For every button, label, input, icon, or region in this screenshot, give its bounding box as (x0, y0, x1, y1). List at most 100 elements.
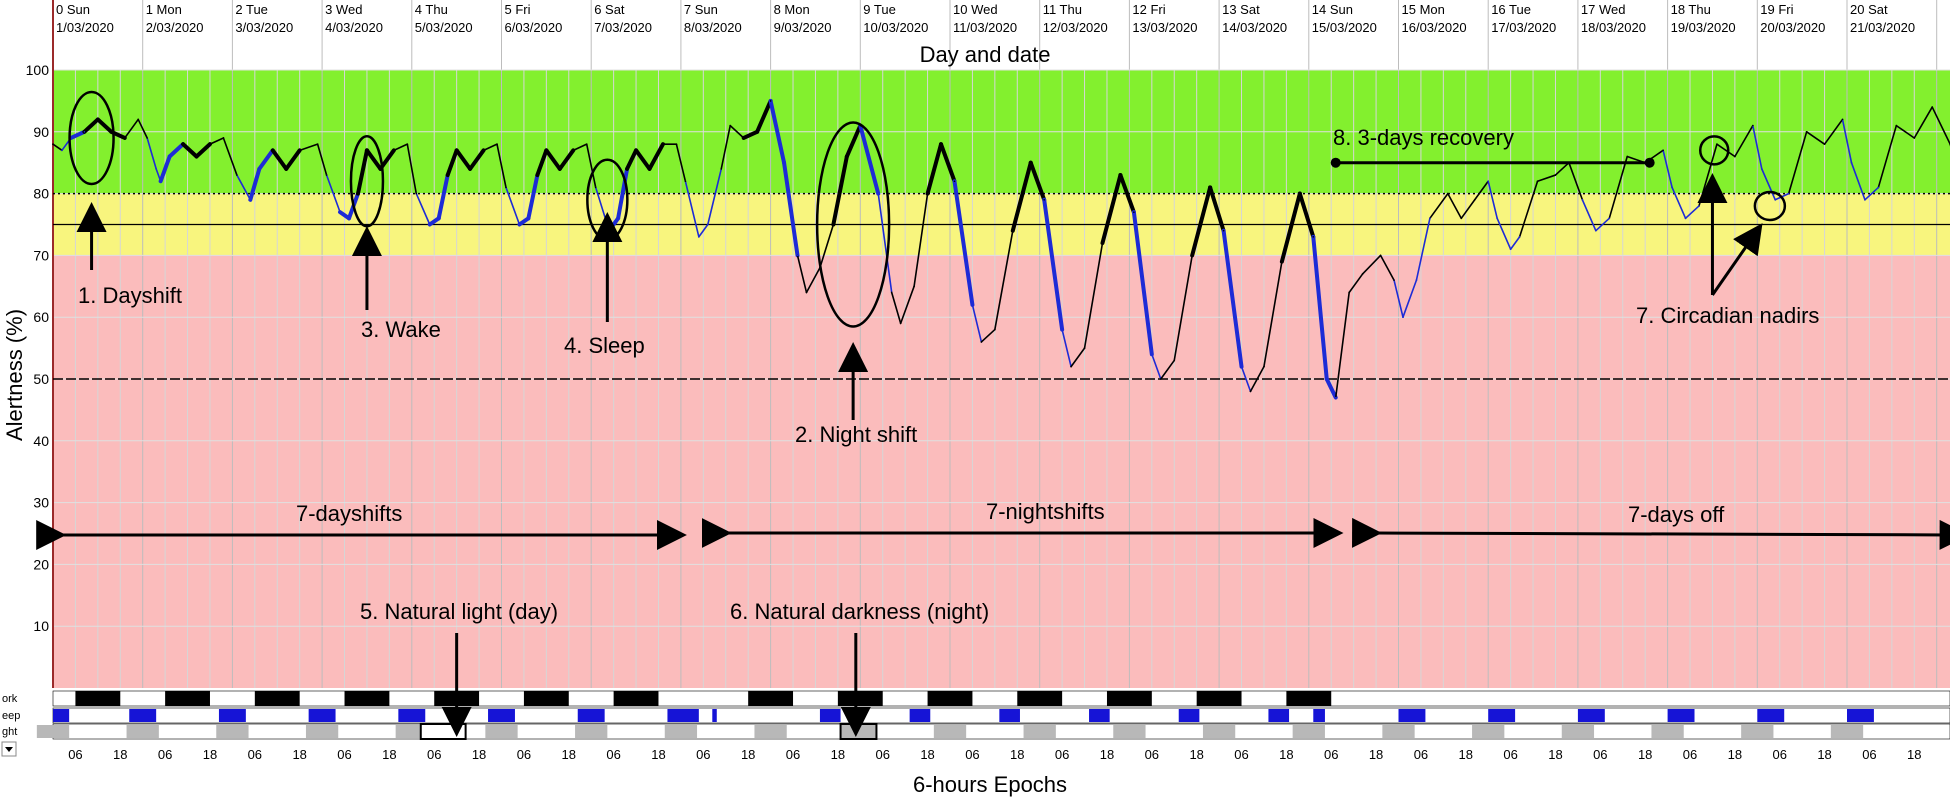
series-segment (1131, 210, 1154, 357)
series-point (1043, 198, 1045, 201)
day-label: 1 Mon (146, 2, 182, 17)
day-label: 20 Sat (1850, 2, 1888, 17)
series-segment (1877, 124, 1898, 189)
x-tick-label: 06 (1055, 747, 1069, 762)
series-point (1249, 390, 1252, 393)
date-label: 17/03/2020 (1491, 20, 1556, 35)
series-point (971, 304, 974, 306)
series-segment (1221, 228, 1244, 369)
series-point (123, 137, 126, 139)
work-block (837, 691, 883, 706)
arrow-daysoff-span (1352, 517, 1950, 550)
series-point (1787, 192, 1790, 195)
series-segment (616, 166, 630, 221)
series-point (393, 149, 395, 152)
darkness-block (1023, 725, 1056, 738)
ellipse-nadir-2 (1753, 190, 1787, 222)
series-segment (1581, 198, 1597, 232)
series-point (1509, 248, 1512, 251)
series-segment (1010, 160, 1033, 233)
series-segment (557, 148, 576, 171)
series-point (1595, 229, 1597, 232)
darkness-block (933, 725, 967, 738)
x-tick-label: 06 (875, 747, 889, 762)
sleep-block (1178, 709, 1200, 722)
series-point (1083, 347, 1086, 349)
series-point (366, 149, 368, 152)
series-segment (675, 143, 687, 183)
sleep-block (1488, 709, 1516, 722)
series-segment (298, 143, 319, 152)
series-segment (899, 285, 915, 325)
day-label: 13 Sat (1222, 2, 1260, 17)
series-segment (209, 137, 225, 145)
x-tick-label: 06 (1414, 747, 1428, 762)
series-segment (482, 143, 498, 152)
series-segment (1393, 279, 1404, 319)
series-segment (194, 142, 212, 159)
series-segment (925, 142, 944, 196)
series-point (437, 217, 440, 220)
series-segment (741, 129, 760, 140)
series-point (585, 143, 588, 145)
series-point (1011, 229, 1014, 232)
sleep-block (819, 709, 841, 722)
series-point (1671, 186, 1673, 189)
series-segment (1850, 161, 1866, 201)
series-segment (1263, 260, 1283, 368)
series-point (146, 137, 148, 139)
series-segment (831, 154, 849, 227)
series-point (1473, 198, 1476, 201)
series-segment (1684, 205, 1700, 220)
series-point (1119, 174, 1122, 176)
y-tick-label: 30 (33, 495, 49, 511)
series-point (796, 254, 799, 257)
darkness-block (1113, 725, 1146, 738)
x-tick-label: 06 (965, 747, 979, 762)
series-segment (1240, 365, 1252, 393)
x-tick-label: 06 (517, 747, 531, 762)
day-label: 14 Sun (1312, 2, 1353, 17)
work-block (344, 691, 390, 706)
series-segment (1190, 185, 1213, 258)
series-point (379, 168, 382, 170)
x-tick-label: 18 (1817, 747, 1831, 762)
darkness-block (1472, 725, 1505, 738)
series-point (1070, 365, 1072, 368)
series-point (536, 174, 539, 176)
series-point (1536, 180, 1539, 183)
series-segment (1311, 234, 1329, 381)
day-label: 8 Mon (774, 2, 810, 17)
series-point (877, 192, 880, 195)
y-tick-label: 80 (33, 186, 49, 202)
series-point (783, 161, 785, 164)
x-tick-label: 18 (562, 747, 576, 762)
series-segment (805, 266, 821, 294)
date-label: 11/03/2020 (953, 20, 1017, 35)
date-label: 12/03/2020 (1043, 20, 1108, 35)
date-label: 21/03/2020 (1850, 20, 1915, 35)
x-tick-label: 18 (831, 747, 845, 762)
day-label: 9 Tue (863, 2, 896, 17)
series-point (1774, 198, 1777, 201)
series-point (594, 186, 597, 189)
series-segment (1249, 365, 1265, 393)
series-point (446, 174, 449, 176)
series-segment (844, 123, 863, 159)
series-point (769, 100, 772, 102)
sleep-block (1667, 709, 1695, 722)
series-point (1734, 155, 1736, 158)
series-segment (585, 143, 597, 189)
series-segment (1042, 197, 1065, 332)
series-point (1698, 205, 1700, 207)
x-tick-label: 06 (1234, 747, 1248, 762)
series-segment (1348, 273, 1364, 294)
series-point (1429, 217, 1431, 220)
x-tick-label: 18 (1100, 747, 1114, 762)
series-segment (1028, 160, 1047, 202)
series-point (899, 322, 902, 325)
sleep-block (1577, 709, 1605, 722)
series-segment (52, 143, 63, 152)
day-label: 3 Wed (325, 2, 362, 17)
x-tick-label: 18 (651, 747, 665, 762)
